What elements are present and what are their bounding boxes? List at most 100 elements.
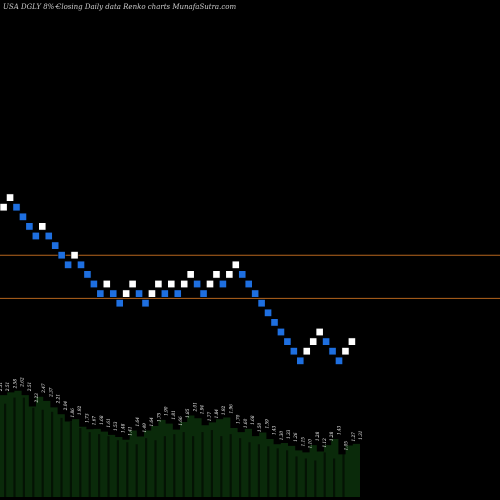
renko-brick-38	[244, 279, 253, 288]
volume-label-44: 1.28	[315, 431, 320, 441]
volume-label-45: 1.12	[322, 438, 327, 448]
volume-label-19: 1.64	[135, 417, 140, 427]
renko-brick-24	[154, 279, 163, 288]
volume-label-27: 2.01	[192, 402, 197, 412]
renko-brick-51	[328, 347, 337, 356]
volume-bar-4	[41, 409, 44, 497]
volume-label-17: 1.48	[120, 423, 125, 433]
renko-brick-49	[315, 327, 324, 336]
volume-label-43: 1.10	[308, 439, 313, 449]
renko-brick-26	[167, 279, 176, 288]
volume-bar-12	[116, 440, 119, 497]
volume-label-5: 2.23	[34, 393, 39, 404]
volume-bar-3	[32, 407, 35, 497]
volume-bar-25	[239, 438, 242, 497]
volume-bar-5	[51, 411, 54, 497]
volume-bar-21	[201, 432, 204, 497]
renko-brick-2	[12, 203, 21, 212]
volume-label-29: 1.77	[207, 412, 212, 422]
renko-brick-18	[115, 299, 124, 308]
volume-bar-32	[304, 458, 307, 497]
volume-label-26: 1.85	[185, 408, 190, 418]
volume-label-35: 1.68	[250, 415, 255, 425]
volume-label-7: 2.37	[48, 387, 53, 398]
volume-bar-23	[220, 436, 223, 497]
volume-bar-28	[267, 446, 270, 497]
renko-brick-31	[199, 289, 208, 298]
volume-label-25: 1.66	[178, 416, 183, 426]
renko-brick-11	[70, 251, 79, 260]
renko-brick-54	[347, 337, 356, 346]
volume-bar-9	[88, 432, 91, 497]
volume-label-9: 2.04	[63, 401, 68, 412]
volume-label-49: 1.27	[351, 432, 356, 442]
renko-brick-53	[341, 347, 350, 356]
volume-label-1: 2.51	[5, 382, 10, 392]
volume-label-22: 1.75	[156, 412, 161, 422]
volume-bar-15	[145, 438, 148, 497]
renko-brick-47	[302, 347, 311, 356]
volume-label-48: 1.05	[344, 441, 349, 451]
renko-brick-25	[160, 289, 169, 298]
volume-bar-1	[13, 397, 16, 497]
renko-brick-33	[212, 270, 221, 279]
renko-brick-36	[231, 260, 240, 269]
renko-brick-28	[180, 279, 189, 288]
volume-label-50: 1.31	[358, 431, 363, 440]
renko-brick-29	[186, 270, 195, 279]
volume-label-30: 1.84	[214, 409, 219, 419]
volume-label-47: 1.43	[336, 425, 341, 435]
volume-label-46: 1.28	[329, 431, 334, 441]
volume-bar-2	[22, 397, 25, 497]
volume-label-14: 1.68	[99, 415, 104, 425]
volume-bar-30	[286, 450, 289, 497]
renko-brick-4	[25, 222, 34, 231]
volume-label-41: 1.26	[293, 432, 298, 442]
renko-brick-30	[193, 279, 201, 288]
volume-bar-27	[257, 444, 260, 497]
renko-brick-39	[251, 289, 260, 298]
volume-bar-19	[182, 432, 185, 497]
renko-brick-43	[277, 327, 285, 336]
renko-brick-7	[44, 232, 53, 241]
volume-bar-14	[135, 444, 138, 497]
renko-brick-48	[309, 337, 318, 346]
renko-brick-41	[264, 308, 272, 317]
volume-label-32: 1.96	[228, 404, 233, 414]
volume-label-38: 1.43	[272, 425, 277, 435]
volume-bar-20	[192, 436, 195, 497]
volume-bar-35	[333, 458, 336, 497]
renko-brick-44	[283, 337, 292, 346]
renko-brick-6	[38, 222, 47, 231]
volume-bar-8	[79, 428, 82, 497]
volume-label-11: 1.92	[77, 405, 82, 415]
renko-brick-23	[148, 289, 156, 298]
volume-bar-10	[98, 434, 101, 497]
volume-bar-18	[173, 434, 176, 497]
renko-brick-5	[31, 232, 40, 241]
volume-label-36: 1.50	[257, 422, 262, 432]
renko-brick-19	[122, 289, 131, 298]
volume-bar-6	[60, 417, 63, 497]
volume-bar-16	[154, 440, 157, 497]
renko-brick-14	[90, 279, 98, 288]
volume-label-39: 1.30	[279, 431, 284, 441]
renko-brick-16	[102, 279, 111, 288]
volume-label-3: 2.62	[20, 377, 25, 388]
volume-label-40: 1.33	[286, 429, 291, 439]
volume-bar-17	[163, 436, 166, 497]
volume-bar-31	[295, 456, 298, 497]
volume-label-23: 1.90	[164, 406, 169, 416]
renko-brick-45	[289, 347, 298, 356]
renko-brick-21	[135, 289, 143, 298]
volume-label-15: 1.61	[106, 418, 111, 427]
volume-label-18: 1.41	[128, 426, 133, 435]
renko-brick-35	[225, 270, 234, 279]
volume-bar-34	[323, 452, 326, 497]
renko-brick-40	[257, 299, 266, 308]
renko-brick-42	[270, 318, 279, 327]
renko-brick-27	[173, 289, 182, 298]
renko-brick-20	[128, 279, 137, 288]
